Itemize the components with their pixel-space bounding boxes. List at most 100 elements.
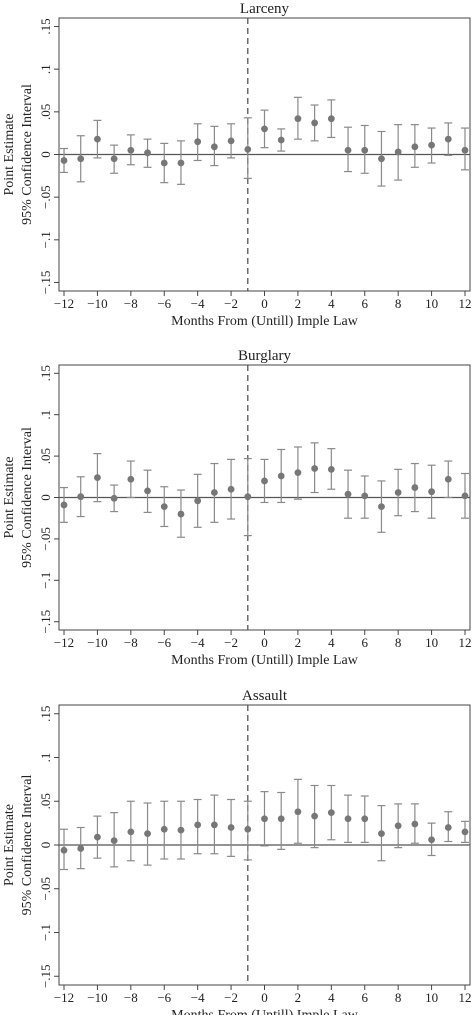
- x-tick-label: 6: [361, 635, 368, 650]
- point-estimate: [444, 824, 452, 831]
- point-estimate: [110, 155, 118, 163]
- x-tick-label: 8: [395, 990, 402, 1005]
- point-estimate: [244, 825, 252, 833]
- x-tick-label: 0: [261, 296, 268, 311]
- y-axis-label: 95% Confidence Interval: [20, 427, 35, 568]
- x-tick-label: −8: [124, 990, 138, 1005]
- point-estimate: [344, 146, 352, 154]
- point-estimate: [294, 469, 302, 477]
- point-estimate: [94, 474, 101, 482]
- x-tick-label: 12: [458, 296, 471, 311]
- point-estimate: [411, 143, 419, 151]
- x-tick-label: −12: [54, 990, 74, 1005]
- point-estimate: [261, 125, 268, 133]
- point-estimate: [60, 157, 68, 164]
- point-estimate: [277, 472, 285, 480]
- y-tick-label: −.15: [38, 271, 53, 295]
- y-tick-label: .1: [38, 753, 53, 763]
- y-tick-label: −.05: [38, 527, 53, 551]
- x-tick-label: −10: [87, 635, 107, 650]
- x-tick-label: 6: [361, 296, 368, 311]
- point-estimate: [194, 821, 202, 829]
- x-tick-label: 2: [295, 990, 302, 1005]
- x-tick-label: 12: [458, 635, 471, 650]
- point-estimate: [210, 821, 218, 829]
- y-axis-label: 95% Confidence Interval: [20, 775, 35, 916]
- x-tick-label: −2: [224, 990, 238, 1005]
- x-tick-label: −8: [124, 296, 138, 311]
- point-estimate: [160, 159, 168, 167]
- y-tick-label: −.1: [38, 231, 53, 248]
- point-estimate: [177, 826, 185, 834]
- point-estimate: [327, 809, 335, 817]
- point-estimate: [194, 497, 202, 505]
- point-estimate: [94, 135, 101, 143]
- x-tick-label: −6: [157, 635, 171, 650]
- point-estimate: [77, 155, 85, 163]
- x-tick-label: 12: [458, 990, 471, 1005]
- point-estimate: [461, 828, 469, 836]
- point-estimate: [394, 489, 402, 496]
- point-estimate: [311, 465, 319, 472]
- point-estimate: [461, 146, 469, 154]
- point-estimate: [344, 490, 352, 498]
- point-estimate: [444, 135, 452, 143]
- chart-title: Burglary: [238, 348, 292, 364]
- point-estimate: [411, 484, 419, 491]
- x-tick-label: −2: [224, 296, 238, 311]
- point-estimate: [361, 492, 369, 500]
- point-estimate: [160, 825, 168, 833]
- x-tick-label: 4: [328, 296, 335, 311]
- point-estimate: [277, 815, 285, 823]
- x-tick-label: 6: [361, 990, 368, 1005]
- x-tick-label: 2: [295, 635, 302, 650]
- point-estimate: [294, 115, 302, 123]
- point-estimate: [77, 845, 85, 852]
- point-estimate: [428, 488, 435, 496]
- point-estimate: [378, 503, 385, 511]
- point-estimate: [294, 808, 302, 816]
- y-axis-label: Point Estimate: [2, 804, 17, 886]
- point-estimate: [311, 119, 319, 127]
- x-tick-label: 4: [328, 635, 335, 650]
- point-estimate: [110, 837, 118, 845]
- point-estimate: [127, 475, 135, 483]
- x-tick-label: 4: [328, 990, 335, 1005]
- point-estimate: [127, 828, 135, 836]
- point-estimate: [144, 487, 151, 495]
- point-estimate: [394, 822, 402, 830]
- x-tick-label: −6: [157, 296, 171, 311]
- point-estimate: [77, 493, 85, 501]
- y-tick-label: −.15: [38, 964, 53, 988]
- point-estimate: [461, 492, 469, 500]
- point-estimate: [444, 475, 452, 483]
- y-axis-label: Point Estimate: [2, 113, 17, 195]
- point-estimate: [127, 146, 135, 154]
- point-estimate: [160, 503, 168, 511]
- y-tick-label: .15: [38, 365, 53, 381]
- point-estimate: [210, 143, 218, 151]
- x-tick-label: −4: [191, 990, 205, 1005]
- point-estimate: [344, 815, 352, 823]
- x-tick-label: −12: [54, 635, 74, 650]
- point-estimate: [60, 846, 68, 854]
- chart-panel-larceny: Larceny −.15 −.1 −.05 0 .05 .1 .15 −12 −10 −8 −6 −4 −…: [2, 1, 471, 329]
- point-estimate: [428, 836, 435, 844]
- point-estimate: [227, 824, 235, 831]
- chart-panel-assault: Assault −.15 −.1 −.05 0 .05 .1 .15 −12 −10 −8 −6 −4 −…: [2, 688, 471, 1015]
- point-estimate: [177, 159, 185, 167]
- x-tick-label: −6: [157, 990, 171, 1005]
- point-estimate: [378, 155, 385, 163]
- point-estimate: [144, 830, 151, 838]
- y-tick-label: 0: [38, 842, 53, 849]
- point-estimate: [244, 145, 252, 153]
- y-tick-label: .15: [38, 706, 53, 722]
- x-tick-label: 10: [425, 990, 438, 1005]
- y-tick-label: .1: [38, 64, 53, 74]
- point-estimate: [327, 465, 335, 473]
- x-tick-label: 0: [261, 635, 268, 650]
- point-estimate: [261, 815, 268, 823]
- y-tick-label: .15: [38, 18, 53, 34]
- y-tick-label: −.1: [38, 924, 53, 941]
